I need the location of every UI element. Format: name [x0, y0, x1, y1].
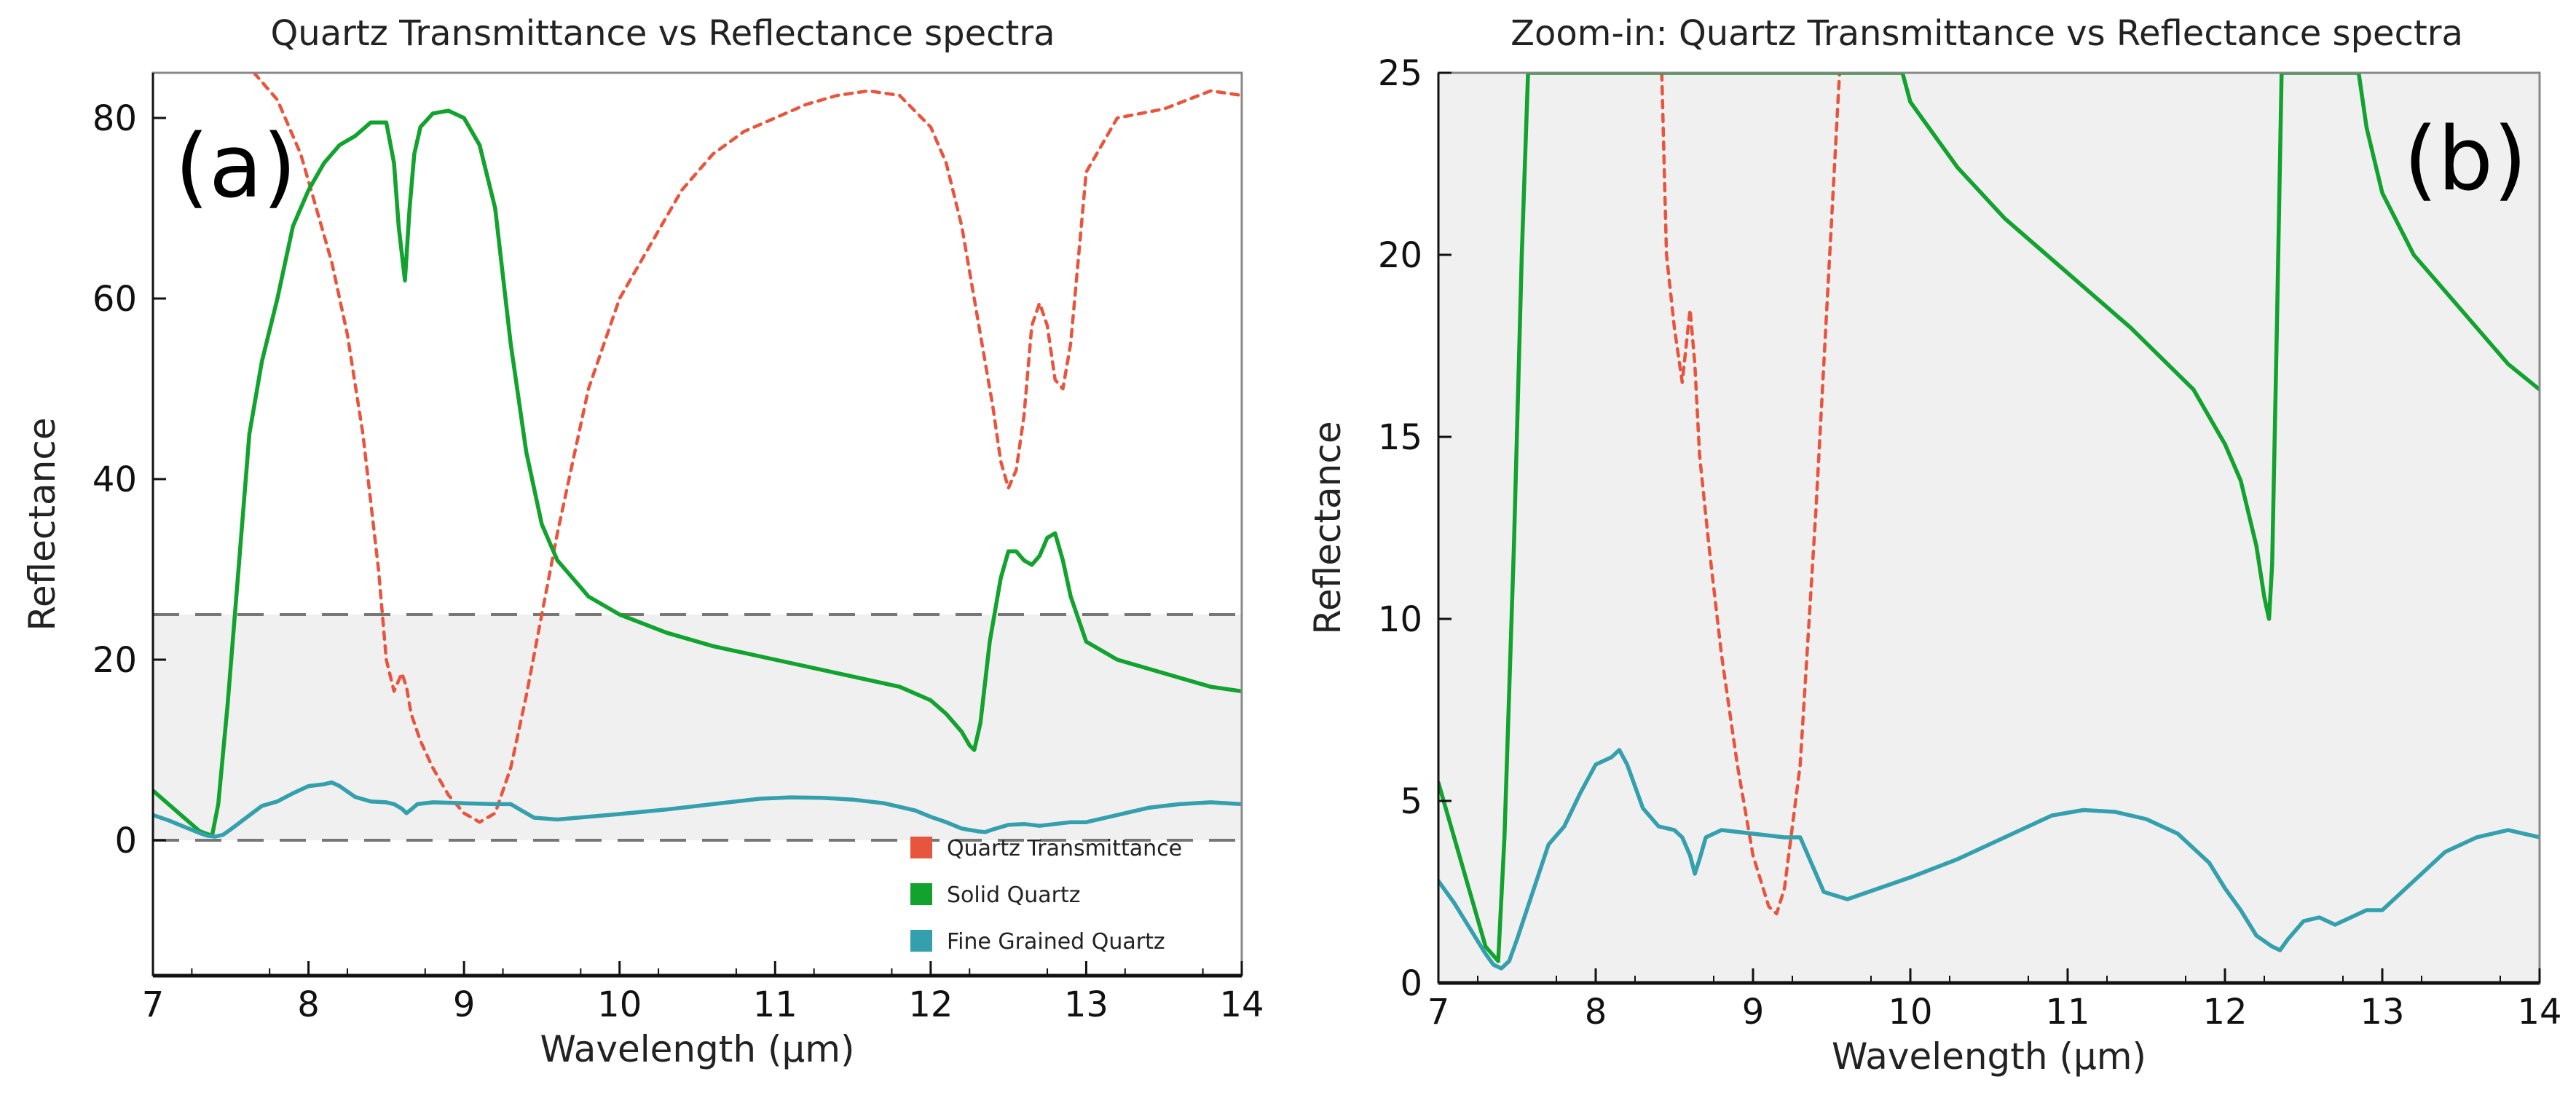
- panel-label: (b): [2403, 109, 2527, 210]
- x-tick-label: 14: [1219, 984, 1264, 1025]
- x-tick-label: 7: [142, 984, 165, 1025]
- series-line-quartz-transmittance: [1660, 73, 1842, 916]
- series-line-quartz-transmittance: [252, 73, 1242, 824]
- x-axis-label: Wavelength (µm): [540, 1028, 854, 1070]
- legend: Quartz Transmittance Solid Quartz Fine Gra…: [910, 836, 1182, 955]
- y-tick-label: 0: [1400, 963, 1422, 1004]
- y-tick-label: 10: [1378, 599, 1422, 640]
- x-tick-label: 11: [753, 984, 797, 1025]
- y-tick-label: 25: [1378, 53, 1422, 94]
- legend-swatch: [910, 837, 932, 858]
- y-tick-label: 15: [1378, 417, 1422, 458]
- y-tick-label: 20: [92, 640, 137, 681]
- x-tick-label: 9: [1742, 992, 1765, 1032]
- legend-label: Solid Quartz: [947, 882, 1081, 908]
- chart-panel-a: 7 8 9 10 11 12 13 14 0 20 40 60 80 Quartz Transmittan…: [21, 13, 1264, 1070]
- chart-panel-b: 7 8 9 10 11 12 13 14 0 5 10 15 20 25 Zoom-in: Quartz T…: [1307, 13, 2562, 1078]
- x-tick-label: 10: [1888, 992, 1932, 1032]
- x-tick-label: 9: [453, 984, 476, 1025]
- chart-title: Zoom-in: Quartz Transmittance vs Reflect…: [1510, 13, 2463, 54]
- x-tick-label: 14: [2517, 992, 2561, 1032]
- series-line-solid-quartz: [153, 108, 1242, 838]
- y-tick-label: 20: [1378, 235, 1422, 276]
- x-tick-label: 12: [2202, 992, 2247, 1032]
- zoom-band: [1438, 73, 2540, 983]
- x-axis-label: Wavelength (µm): [1832, 1035, 2146, 1078]
- legend-label: Quartz Transmittance: [947, 836, 1182, 861]
- panel-label: (a): [175, 116, 296, 218]
- x-tick-label: 11: [2045, 992, 2089, 1032]
- series-line-solid-quartz: [1438, 73, 2540, 963]
- series-line-fine-grained-quartz: [1438, 748, 2540, 971]
- y-tick-label: 5: [1400, 781, 1422, 822]
- zoom-band: [153, 615, 1242, 840]
- y-axis-label: Reflectance: [1307, 421, 1349, 634]
- x-tick-label: 13: [2360, 992, 2404, 1032]
- legend-swatch: [910, 930, 932, 952]
- chart-title: Quartz Transmittance vs Reflectance spec…: [271, 13, 1055, 54]
- x-tick-label: 13: [1064, 984, 1108, 1025]
- y-tick-label: 40: [92, 459, 137, 500]
- legend-label: Fine Grained Quartz: [947, 929, 1165, 955]
- y-tick-label: 60: [92, 279, 137, 320]
- x-tick-label: 10: [597, 984, 642, 1025]
- x-tick-label: 8: [1585, 992, 1607, 1032]
- series-line-fine-grained-quartz: [153, 780, 1242, 839]
- y-axis-label: Reflectance: [21, 417, 63, 631]
- y-tick-label: 80: [92, 98, 137, 139]
- y-tick-label: 0: [114, 821, 137, 861]
- x-tick-label: 12: [908, 984, 953, 1025]
- legend-swatch: [910, 883, 932, 905]
- x-tick-label: 8: [297, 984, 320, 1025]
- x-tick-label: 7: [1427, 992, 1450, 1032]
